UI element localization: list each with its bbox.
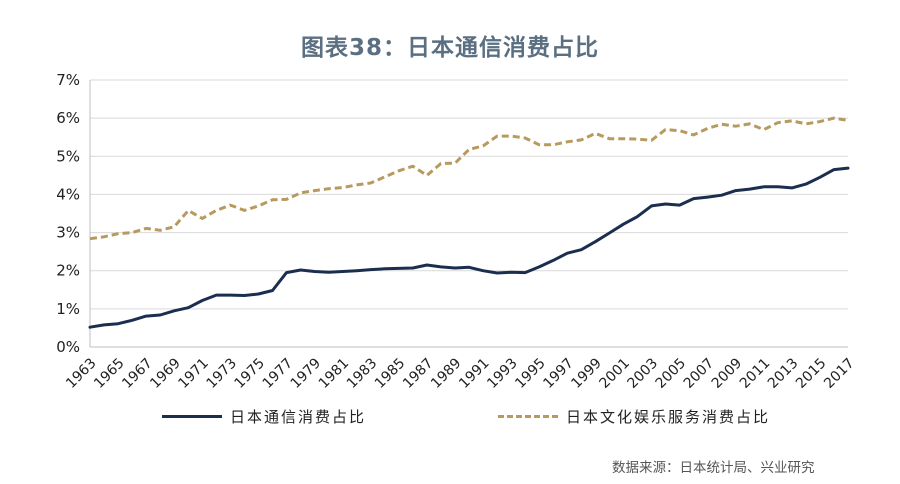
y-tick-label: 2%	[56, 262, 80, 280]
x-tick-label: 2011	[737, 355, 774, 392]
x-tick-label: 1981	[316, 355, 353, 392]
x-tick-label: 2015	[793, 355, 830, 392]
x-tick-label: 1977	[260, 355, 297, 392]
series-lines	[88, 116, 850, 329]
x-tick-label: 2003	[625, 355, 662, 392]
y-tick-label: 1%	[56, 300, 80, 318]
x-tick-label: 1971	[175, 355, 212, 392]
x-tick-label: 1987	[400, 355, 437, 392]
x-tick-label: 1995	[512, 355, 549, 392]
y-axis: 0% 1% 2% 3% 4% 5% 6% 7%	[56, 71, 91, 356]
x-tick-label: 1997	[540, 355, 577, 392]
y-tick-label: 7%	[56, 71, 80, 89]
x-tick-label: 1993	[484, 355, 521, 392]
series-line-1	[88, 166, 850, 329]
x-tick-label: 1991	[456, 355, 493, 392]
series-line-2	[89, 116, 849, 241]
x-tick-label: 2017	[821, 355, 858, 392]
x-tick-label: 1965	[91, 355, 128, 392]
x-tick-label: 1999	[568, 355, 605, 392]
y-tick-label: 0%	[56, 338, 80, 356]
grid-lines	[90, 79, 848, 310]
x-tick-label: 2001	[597, 355, 634, 392]
x-tick-label: 2005	[653, 355, 690, 392]
x-tick-label: 2013	[765, 355, 802, 392]
y-tick-label: 4%	[56, 185, 80, 203]
legend-item-communication: 日本通信消费占比	[162, 406, 366, 427]
legend-label-communication: 日本通信消费占比	[230, 408, 367, 426]
x-axis: 1963196519671969197119731975197719791981…	[63, 346, 858, 392]
x-tick-label: 2009	[709, 355, 746, 392]
legend-label-entertainment: 日本文化娱乐服务消费占比	[566, 408, 771, 426]
y-tick-label: 3%	[56, 224, 80, 242]
x-tick-label: 1967	[119, 355, 156, 392]
x-tick-label: 1973	[203, 355, 240, 392]
legend-swatch-dashed	[498, 415, 558, 418]
x-tick-label: 1963	[63, 355, 100, 392]
y-tick-label: 6%	[56, 109, 80, 127]
x-tick-label: 1979	[288, 355, 325, 392]
y-tick-label: 5%	[56, 147, 80, 165]
x-tick-label: 1989	[428, 355, 465, 392]
legend-item-entertainment: 日本文化娱乐服务消费占比	[498, 406, 770, 427]
source-note: 数据来源：日本统计局、兴业研究	[612, 460, 815, 476]
chart-title: 图表38：日本通信消费占比	[300, 35, 599, 61]
x-tick-label: 1969	[147, 355, 184, 392]
x-tick-label: 1983	[344, 355, 381, 392]
x-tick-label: 1975	[232, 355, 269, 392]
x-tick-label: 1985	[372, 355, 409, 392]
legend-swatch-solid	[162, 415, 222, 418]
x-tick-label: 2007	[681, 355, 718, 392]
